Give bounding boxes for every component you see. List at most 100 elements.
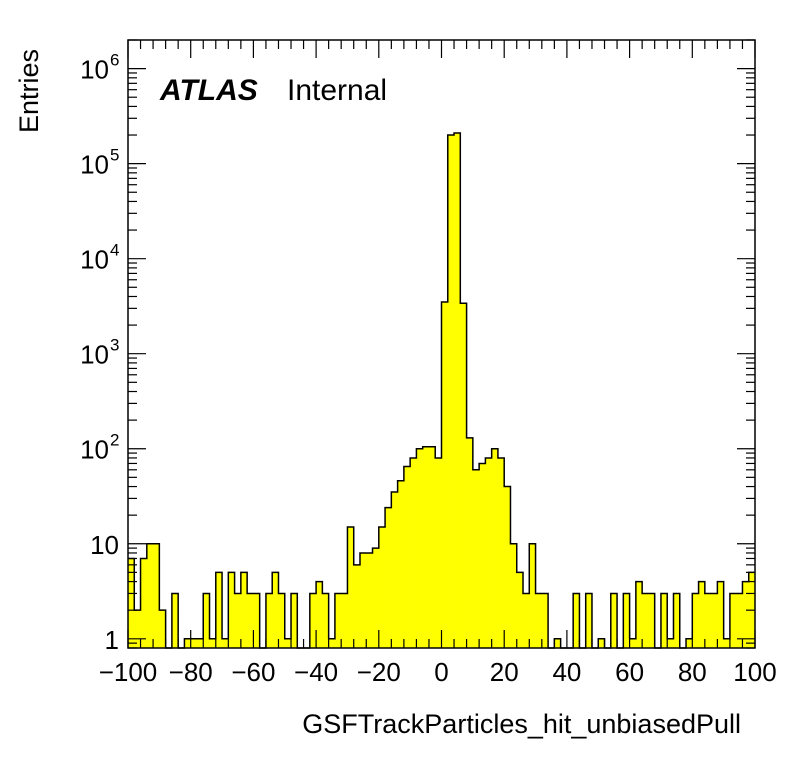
internal-label: Internal <box>287 74 387 107</box>
histogram-bin <box>441 301 449 648</box>
histogram-bin <box>529 543 536 648</box>
histogram-bin <box>629 638 637 648</box>
histogram-bin <box>491 448 499 648</box>
histogram-bin <box>341 593 348 648</box>
x-tick-label: −60 <box>231 657 275 687</box>
histogram-bin <box>541 593 549 648</box>
histogram-bin <box>247 593 254 648</box>
y-tick-exponent: 6 <box>110 51 119 70</box>
y-tick-label: 10 <box>80 245 109 275</box>
histogram-bin <box>190 638 198 648</box>
y-tick-exponent: 3 <box>110 336 119 355</box>
histogram-bin <box>265 593 273 648</box>
histogram-bin <box>516 572 524 648</box>
histogram-bin <box>153 543 160 648</box>
histogram-bin <box>184 638 191 648</box>
histogram-bin <box>222 638 229 648</box>
y-axis-title: Entries <box>14 49 44 133</box>
histogram-bin <box>215 572 223 648</box>
histogram-bin <box>610 593 618 648</box>
histogram-bin <box>403 466 411 648</box>
histogram-bin <box>278 593 286 648</box>
y-tick-label: 1 <box>105 625 119 655</box>
histogram-bin <box>140 558 148 648</box>
histogram-bin <box>698 581 706 648</box>
histogram-bin <box>171 593 179 648</box>
histogram-bin <box>454 133 461 648</box>
histogram-bins <box>128 132 756 649</box>
histogram-bin <box>134 610 141 648</box>
histogram-bin <box>372 548 380 648</box>
x-tick-label: 0 <box>434 657 448 687</box>
x-tick-label: 100 <box>733 657 776 687</box>
histogram-bin <box>711 593 718 648</box>
histogram-bin <box>623 593 630 648</box>
x-tick-label: −40 <box>294 657 338 687</box>
x-axis-title: GSFTrackParticles_hit_unbiasedPull <box>302 709 741 739</box>
x-tick-label: −80 <box>169 657 213 687</box>
histogram-bin <box>447 135 455 649</box>
histogram-bin <box>736 593 743 648</box>
x-tick-label: 60 <box>615 657 644 687</box>
y-tick-label: 10 <box>80 150 109 180</box>
atlas-label: ATLAS <box>159 74 258 107</box>
y-tick-label: 10 <box>80 340 109 370</box>
histogram-bin <box>272 572 279 648</box>
histogram-bin <box>479 463 486 648</box>
histogram-bin <box>359 552 367 648</box>
histogram-bin <box>504 486 511 648</box>
histogram-bin <box>598 638 605 648</box>
histogram-bin <box>146 543 154 648</box>
histogram-bin <box>334 593 342 648</box>
histogram-bin <box>648 593 655 648</box>
histogram-bin <box>485 457 492 648</box>
histogram-bin <box>385 507 392 648</box>
histogram-bin <box>660 593 668 648</box>
y-tick-label: 10 <box>80 55 109 85</box>
histogram-bin <box>422 446 430 648</box>
histogram-bin <box>410 457 417 648</box>
histogram-bin <box>416 448 423 648</box>
histogram-bin <box>328 638 336 648</box>
histogram-bin <box>585 593 593 648</box>
histogram-bin <box>253 593 260 648</box>
histogram-bin <box>234 593 242 648</box>
y-tick-exponent: 4 <box>110 241 119 260</box>
histogram-bin <box>228 572 235 648</box>
histogram-bin <box>673 593 681 648</box>
histogram-bin <box>686 638 693 648</box>
histogram-bin <box>723 638 731 648</box>
histogram-bin <box>291 593 298 648</box>
x-tick-label: 80 <box>678 657 707 687</box>
histogram-bin <box>554 638 561 648</box>
x-tick-label: −100 <box>99 657 158 687</box>
histogram-bin <box>523 593 530 648</box>
y-tick-label: 10 <box>90 530 119 560</box>
histogram-bin <box>435 457 442 648</box>
histogram-bin <box>667 638 674 648</box>
histogram-bin <box>742 581 750 648</box>
histogram-bin <box>428 446 436 648</box>
histogram-bin <box>497 457 505 648</box>
histogram-bin <box>353 564 361 648</box>
histogram-bin <box>347 527 355 648</box>
histogram-bin <box>642 593 649 648</box>
histogram-bin <box>535 593 543 648</box>
histogram-bin <box>704 593 712 648</box>
y-tick-exponent: 5 <box>110 146 119 165</box>
histogram-bin <box>397 480 405 648</box>
histogram-bin <box>240 572 248 648</box>
x-tick-label: 20 <box>490 657 519 687</box>
histogram-bin <box>316 581 323 648</box>
histogram-bin <box>391 492 398 648</box>
y-tick-label: 10 <box>80 435 109 465</box>
histogram-bin <box>196 638 204 648</box>
histogram-bin <box>510 543 518 648</box>
histogram-bin <box>203 593 210 648</box>
histogram-bin <box>309 593 317 648</box>
y-tick-exponent: 2 <box>110 431 119 450</box>
histogram-bin <box>635 581 643 648</box>
histogram-bin <box>717 581 724 648</box>
